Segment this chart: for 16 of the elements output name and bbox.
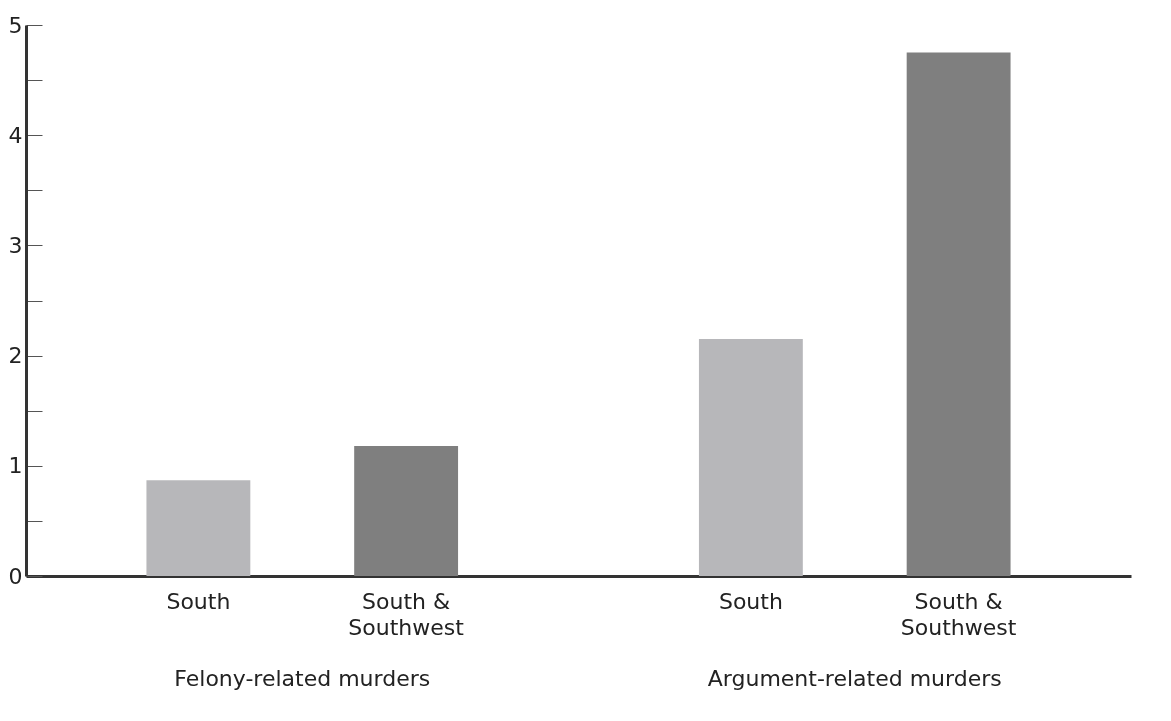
y-tick-label: 3 bbox=[8, 232, 23, 258]
bar bbox=[354, 445, 459, 576]
x-tick-label: Argument-related murders bbox=[707, 665, 1002, 691]
bar bbox=[906, 52, 1011, 576]
bar bbox=[146, 480, 251, 576]
text: South & Southwest bbox=[900, 589, 1017, 640]
bar bbox=[698, 339, 803, 576]
series-label: South bbox=[166, 589, 231, 614]
series-label: South & Southwest bbox=[348, 589, 465, 640]
text: South bbox=[718, 589, 783, 614]
y-tick-label: 0 bbox=[8, 563, 23, 589]
y-tick-label: 2 bbox=[8, 343, 23, 369]
y-tick-label: 4 bbox=[8, 122, 23, 148]
x-tick-label: Felony-related murders bbox=[174, 665, 431, 691]
y-tick-label: 1 bbox=[8, 453, 23, 479]
y-tick-label: 5 bbox=[8, 12, 23, 38]
